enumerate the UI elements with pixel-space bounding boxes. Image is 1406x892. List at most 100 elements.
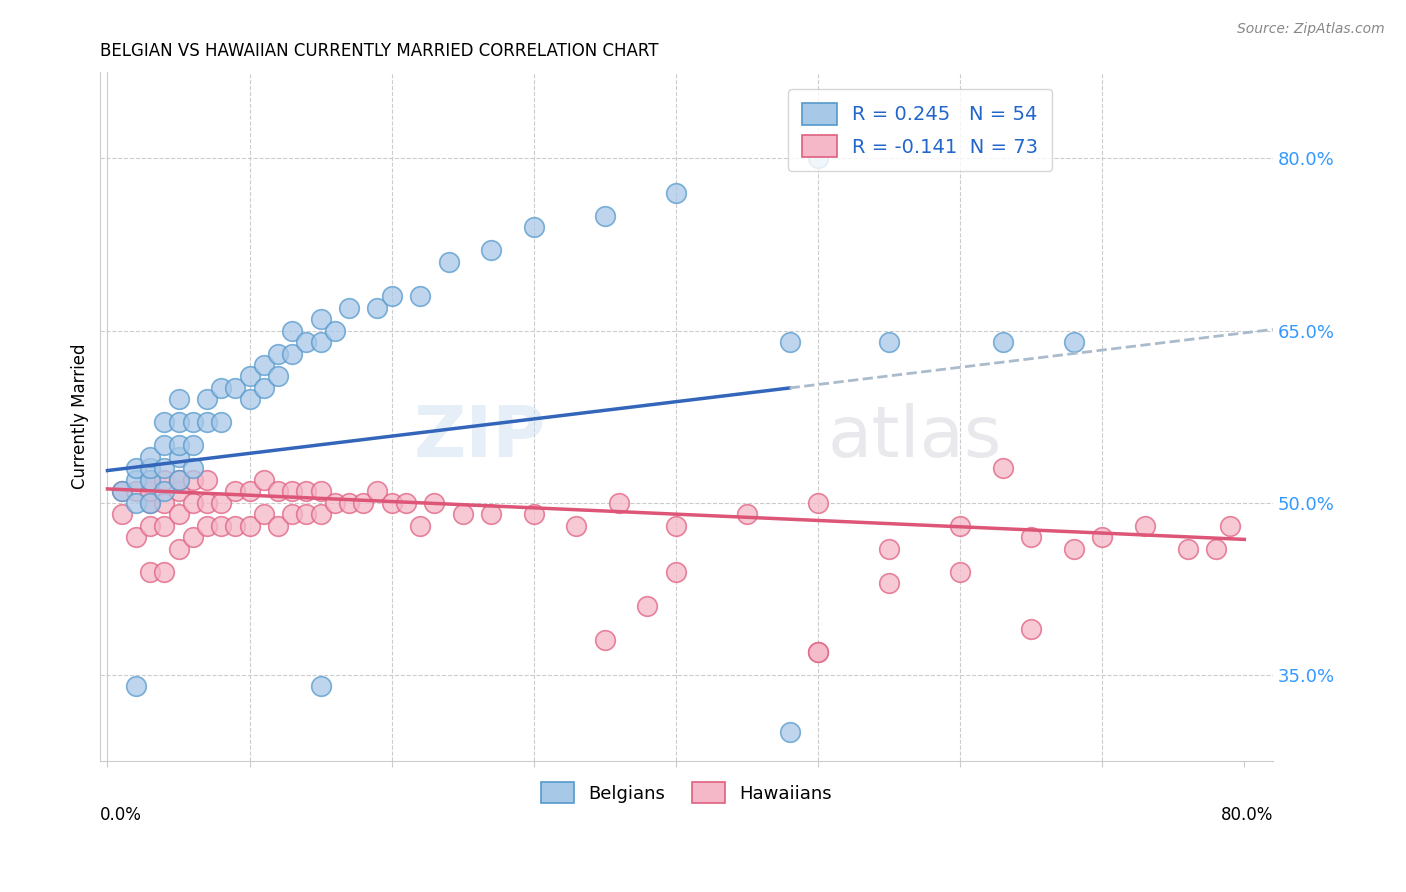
Point	[181, 530, 204, 544]
Point	[877, 576, 900, 591]
Point	[224, 484, 246, 499]
Point	[309, 679, 332, 693]
Point	[167, 450, 190, 464]
Point	[239, 484, 262, 499]
Text: 0.0%: 0.0%	[100, 805, 142, 823]
Point	[295, 484, 318, 499]
Point	[167, 392, 190, 407]
Point	[381, 496, 404, 510]
Point	[209, 416, 232, 430]
Point	[309, 484, 332, 499]
Point	[125, 484, 148, 499]
Point	[877, 334, 900, 349]
Point	[607, 496, 630, 510]
Point	[153, 416, 176, 430]
Point	[139, 450, 162, 464]
Point	[352, 496, 374, 510]
Point	[139, 518, 162, 533]
Point	[779, 334, 801, 349]
Point	[195, 496, 218, 510]
Point	[451, 507, 474, 521]
Point	[423, 496, 446, 510]
Point	[153, 496, 176, 510]
Point	[167, 438, 190, 452]
Point	[1063, 541, 1085, 556]
Y-axis label: Currently Married: Currently Married	[72, 344, 89, 490]
Point	[267, 484, 290, 499]
Point	[139, 473, 162, 487]
Point	[125, 530, 148, 544]
Point	[125, 473, 148, 487]
Point	[295, 334, 318, 349]
Point	[253, 381, 276, 395]
Point	[565, 518, 588, 533]
Point	[111, 484, 134, 499]
Point	[877, 541, 900, 556]
Point	[309, 312, 332, 326]
Point	[281, 484, 304, 499]
Point	[366, 484, 388, 499]
Point	[153, 461, 176, 475]
Point	[111, 484, 134, 499]
Point	[281, 507, 304, 521]
Point	[153, 565, 176, 579]
Point	[1177, 541, 1199, 556]
Legend: Belgians, Hawaiians: Belgians, Hawaiians	[530, 772, 842, 814]
Point	[167, 541, 190, 556]
Point	[111, 507, 134, 521]
Point	[181, 496, 204, 510]
Point	[153, 484, 176, 499]
Point	[181, 461, 204, 475]
Point	[209, 381, 232, 395]
Point	[807, 645, 830, 659]
Point	[167, 507, 190, 521]
Text: atlas: atlas	[827, 403, 1001, 472]
Point	[593, 209, 616, 223]
Point	[125, 461, 148, 475]
Point	[1133, 518, 1156, 533]
Point	[807, 496, 830, 510]
Point	[181, 416, 204, 430]
Point	[125, 496, 148, 510]
Point	[735, 507, 758, 521]
Point	[139, 496, 162, 510]
Point	[253, 473, 276, 487]
Point	[239, 392, 262, 407]
Point	[167, 416, 190, 430]
Point	[665, 565, 688, 579]
Point	[381, 289, 404, 303]
Point	[125, 679, 148, 693]
Point	[139, 473, 162, 487]
Point	[195, 416, 218, 430]
Point	[523, 507, 546, 521]
Point	[949, 565, 972, 579]
Point	[779, 725, 801, 739]
Point	[323, 496, 346, 510]
Point	[281, 346, 304, 360]
Point	[153, 438, 176, 452]
Point	[665, 518, 688, 533]
Point	[153, 473, 176, 487]
Point	[195, 518, 218, 533]
Point	[309, 507, 332, 521]
Text: ZIP: ZIP	[413, 403, 546, 472]
Point	[479, 507, 502, 521]
Text: BELGIAN VS HAWAIIAN CURRENTLY MARRIED CORRELATION CHART: BELGIAN VS HAWAIIAN CURRENTLY MARRIED CO…	[100, 42, 659, 60]
Point	[209, 518, 232, 533]
Point	[1019, 530, 1042, 544]
Point	[665, 186, 688, 200]
Point	[239, 369, 262, 384]
Point	[437, 254, 460, 268]
Point	[167, 473, 190, 487]
Point	[195, 473, 218, 487]
Point	[195, 392, 218, 407]
Point	[807, 152, 830, 166]
Point	[991, 334, 1014, 349]
Point	[309, 334, 332, 349]
Point	[949, 518, 972, 533]
Point	[267, 518, 290, 533]
Point	[167, 484, 190, 499]
Point	[139, 484, 162, 499]
Point	[139, 496, 162, 510]
Point	[181, 473, 204, 487]
